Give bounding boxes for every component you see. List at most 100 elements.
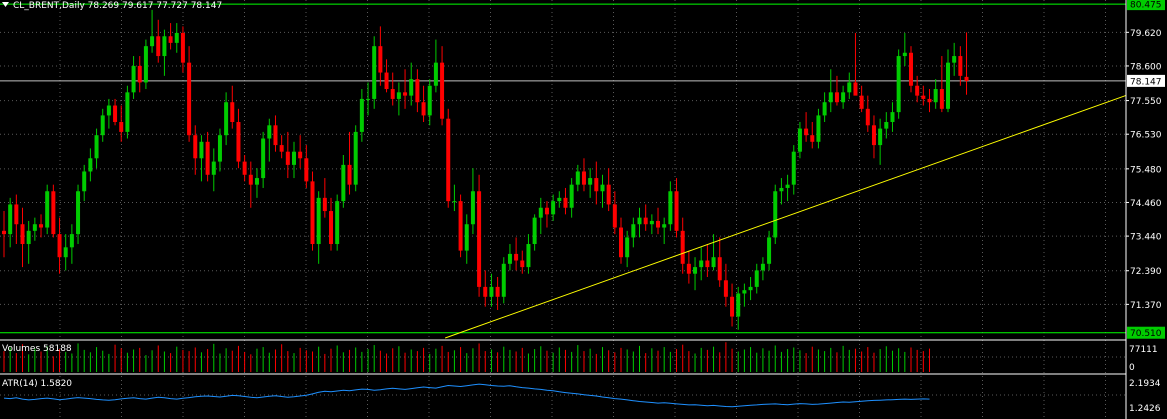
bear-candle-body [804,128,809,136]
price-axis[interactable]: 79.620 78.600 77.550 76.530 75.480 74.460 73.4… [1126,0,1165,339]
bear-candle-body [853,82,858,96]
bull-candle-body [341,164,346,202]
candlestick-series [2,9,969,330]
bull-candle-body [526,244,531,268]
bull-candle-body [409,79,414,96]
bull-candle-body [600,184,605,192]
bear-candle-body [834,92,839,103]
bear-candle-body [205,141,210,175]
bull-candle-body [199,141,204,159]
triangle-down-icon[interactable] [2,2,9,7]
bull-candle-body [884,122,889,129]
bull-candle-body [100,115,105,136]
current-price-label: 78.147 [1130,77,1162,87]
bull-candle-body [32,224,37,231]
bear-candle-body [939,89,944,109]
bull-candle-body [125,92,130,132]
level-price-tag [1127,326,1165,339]
bull-candle-body [174,32,179,43]
bear-candle-body [612,204,617,228]
bull-candle-body [94,135,99,159]
volume-panel-label: Volumes 58188 [2,344,72,354]
trendline-segment[interactable] [444,94,1127,339]
bear-candle-body [39,224,44,228]
bear-candle-body [322,197,327,212]
bear-candle-body [347,164,352,185]
bull-candle-body [742,290,747,294]
bull-candle-body [261,138,266,179]
bull-candle-body [902,52,907,57]
bear-candle-body [440,62,445,119]
bear-candle-body [14,204,19,225]
bull-candle-body [254,178,259,185]
atr-panel-label: ATR(14) 1.5820 [2,379,72,389]
bear-candle-body [187,62,192,136]
bull-candle-body [569,184,574,208]
bear-candle-body [230,102,235,123]
current-price-tag [1127,74,1165,87]
bear-candle-body [680,230,685,264]
bear-candle-body [544,207,549,215]
bull-candle-body [224,102,229,136]
bull-candle-body [501,263,506,297]
atr-axis-max: 2.1934 [1129,379,1161,389]
bear-candle-body [656,220,661,228]
bear-candle-body [279,145,284,152]
bull-candle-body [538,207,543,218]
bull-candle-body [933,89,938,103]
bull-candle-body [26,230,31,245]
bear-candle-body [674,191,679,231]
bear-candle-body [865,108,870,126]
bull-candle-body [785,184,790,188]
bull-candle-body [291,151,296,165]
bear-candle-body [915,85,920,96]
bear-candle-body [958,56,963,76]
bear-candle-body [921,95,926,99]
bull-candle-body [131,65,136,93]
bear-candle-body [520,260,525,268]
bull-candle-body [464,224,469,251]
bull-candle-body [890,112,895,123]
bear-candle-body [137,65,142,83]
bull-candle-body [45,191,50,228]
bull-candle-body [8,204,13,235]
bull-candle-body [63,247,68,258]
price-axis-label: 77.550 [1130,97,1162,107]
trendline[interactable] [444,94,1127,339]
bear-candle-body [119,122,124,132]
bull-candle-body [797,128,802,152]
price-axis-label: 76.530 [1130,131,1162,141]
bull-candle-body [828,92,833,103]
bull-candle-body [767,237,772,264]
bear-candle-body [20,224,25,245]
bull-candle-body [359,98,364,132]
atr-axis-min: 1.2426 [1129,404,1161,414]
bull-candle-body [896,56,901,113]
level-price-label: 70.510 [1130,329,1162,339]
bear-candle-body [384,72,389,90]
bear-candle-body [477,191,482,287]
price-axis-label: 73.440 [1130,233,1162,243]
level-price-label: 80.475 [1130,1,1162,11]
bull-candle-body [76,191,81,235]
bear-candle-body [193,135,198,159]
bull-candle-body [946,62,951,109]
bull-candle-body [532,217,537,245]
bear-candle-body [273,125,278,146]
bear-candle-body [563,197,568,208]
bull-candle-body [952,56,957,63]
bear-candle-body [514,253,519,261]
bear-candle-body [705,260,710,268]
bull-candle-body [162,36,167,57]
bear-candle-body [421,102,426,116]
bear-candle-body [57,234,62,258]
bull-candle-body [427,85,432,116]
bull-candle-body [106,105,111,116]
price-axis-label: 79.620 [1130,29,1162,39]
bull-candle-body [588,178,593,185]
bear-candle-body [113,105,118,123]
bull-candle-body [693,267,698,274]
bull-candle-body [816,115,821,142]
bull-candle-body [316,197,321,245]
